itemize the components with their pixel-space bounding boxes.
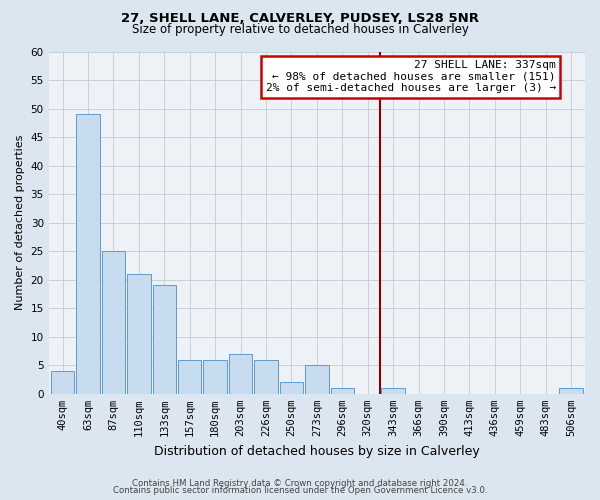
Text: Contains HM Land Registry data © Crown copyright and database right 2024.: Contains HM Land Registry data © Crown c… [132,478,468,488]
Text: Size of property relative to detached houses in Calverley: Size of property relative to detached ho… [131,22,469,36]
Text: 27 SHELL LANE: 337sqm
← 98% of detached houses are smaller (151)
2% of semi-deta: 27 SHELL LANE: 337sqm ← 98% of detached … [266,60,556,94]
X-axis label: Distribution of detached houses by size in Calverley: Distribution of detached houses by size … [154,444,480,458]
Bar [102,251,125,394]
Bar [331,388,354,394]
Bar [178,360,202,394]
Bar [305,366,329,394]
Bar [76,114,100,394]
Y-axis label: Number of detached properties: Number of detached properties [15,135,25,310]
Bar [559,388,583,394]
Bar [280,382,303,394]
Bar [229,354,252,394]
Bar [254,360,278,394]
Bar [127,274,151,394]
Bar [152,286,176,394]
Text: Contains public sector information licensed under the Open Government Licence v3: Contains public sector information licen… [113,486,487,495]
Bar [51,371,74,394]
Text: 27, SHELL LANE, CALVERLEY, PUDSEY, LS28 5NR: 27, SHELL LANE, CALVERLEY, PUDSEY, LS28 … [121,12,479,26]
Bar [382,388,405,394]
Bar [203,360,227,394]
